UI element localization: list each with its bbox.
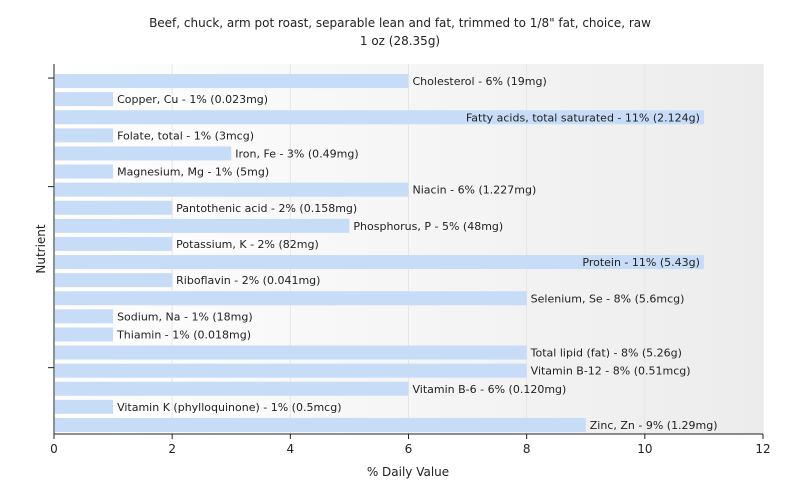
y-axis-label: Nutrient <box>34 224 48 274</box>
bar-zinc-zn <box>55 417 586 432</box>
x-axis-ticks: 0 2 4 6 8 10 12 <box>50 434 771 456</box>
bar-label: Niacin - 6% (1.227mg) <box>413 184 537 197</box>
bar-label: Thiamin - 1% (0.018mg) <box>116 328 251 341</box>
bar-labels-group: Cholesterol - 6% (19mg) Copper, Cu - 1% (… <box>116 75 717 432</box>
bar-label: Magnesium, Mg - 1% (5mg) <box>117 166 269 179</box>
bars-group <box>55 74 704 432</box>
bar-vitamin-b-12 <box>55 363 527 378</box>
bar-label: Fatty acids, total saturated - 11% (2.12… <box>466 111 700 124</box>
y-axis-ticks <box>48 77 54 369</box>
bar-label: Phosphorus, P - 5% (48mg) <box>353 220 503 233</box>
chart-subtitle: 1 oz (28.35g) <box>360 34 440 48</box>
bar-iron-fe <box>55 146 232 161</box>
chart-title: Beef, chuck, arm pot roast, separable le… <box>149 16 651 30</box>
bar-label: Potassium, K - 2% (82mg) <box>176 238 319 251</box>
x-tick-label: 4 <box>287 442 295 456</box>
bar-label: Iron, Fe - 3% (0.49mg) <box>235 147 358 160</box>
bar-label: Sodium, Na - 1% (18mg) <box>117 310 253 323</box>
x-tick-label: 10 <box>637 442 652 456</box>
bar-label: Pantothenic acid - 2% (0.158mg) <box>176 202 357 215</box>
bar-label: Folate, total - 1% (3mcg) <box>117 129 254 142</box>
bar-label: Protein - 11% (5.43g) <box>582 256 700 269</box>
x-axis-label: % Daily Value <box>367 465 449 479</box>
x-tick-label: 8 <box>523 442 531 456</box>
bar-label: Zinc, Zn - 9% (1.29mg) <box>590 419 718 432</box>
bar-thiamin <box>55 327 114 342</box>
bar-cholesterol <box>55 74 409 89</box>
x-tick-label: 0 <box>50 442 58 456</box>
bar-label: Total lipid (fat) - 8% (5.26g) <box>530 347 682 360</box>
bar-phosphorus-p <box>55 218 350 233</box>
bar-label: Vitamin B-6 - 6% (0.120mg) <box>413 383 567 396</box>
bar-label: Selenium, Se - 8% (5.6mcg) <box>531 292 685 305</box>
x-tick-label: 2 <box>168 442 176 456</box>
x-tick-label: 6 <box>405 442 413 456</box>
bar-fatty-acids-total-saturated <box>55 110 704 125</box>
bar-label: Riboflavin - 2% (0.041mg) <box>176 274 320 287</box>
bar-label: Cholesterol - 6% (19mg) <box>413 75 547 88</box>
bar-label: Copper, Cu - 1% (0.023mg) <box>117 93 268 106</box>
bar-total-lipid-fat <box>55 345 527 360</box>
bar-protein <box>55 255 704 270</box>
bar-folate-total <box>55 128 114 143</box>
grid-lines <box>171 64 764 434</box>
bar-copper-cu <box>55 92 114 107</box>
bar-label: Vitamin B-12 - 8% (0.51mcg) <box>531 365 691 378</box>
x-tick-label: 12 <box>755 442 770 456</box>
bar-vitamin-b-6 <box>55 381 409 396</box>
bar-riboflavin <box>55 273 173 288</box>
bar-selenium-se <box>55 291 527 306</box>
bar-sodium-na <box>55 309 114 324</box>
bar-niacin <box>55 182 409 197</box>
bar-magnesium-mg <box>55 164 114 179</box>
bar-vitamin-k-phylloquinone <box>55 399 114 414</box>
bar-label: Vitamin K (phylloquinone) - 1% (0.5mcg) <box>117 401 341 414</box>
bar-pantothenic-acid <box>55 200 173 215</box>
bar-potassium-k <box>55 236 173 251</box>
